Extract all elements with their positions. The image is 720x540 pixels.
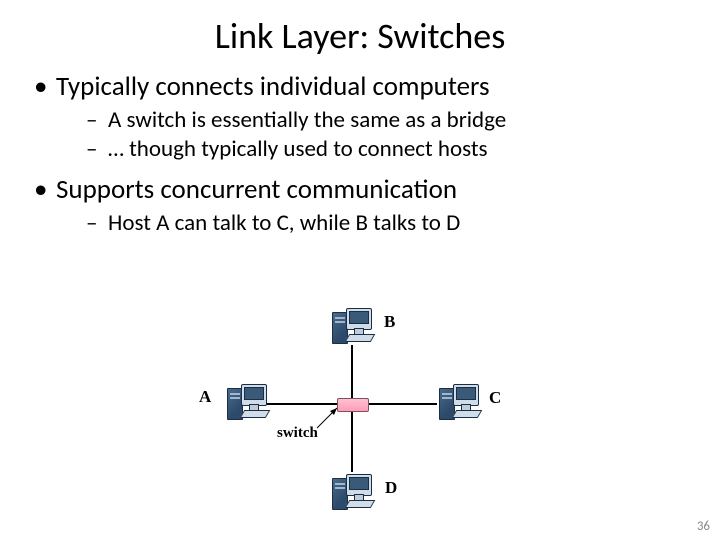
bullet-1-subs: A switch is essentially the same as a br… bbox=[56, 106, 700, 164]
host-a-label: A bbox=[199, 387, 211, 407]
bullet-1-sub-2: … though typically used to connect hosts bbox=[86, 135, 700, 164]
network-diagram: A B C D switch bbox=[165, 300, 545, 520]
switch-arrow bbox=[315, 402, 343, 430]
edge-b-switch bbox=[351, 345, 353, 398]
bullet-1: Typically connects individual computers … bbox=[32, 70, 700, 163]
bullet-1-sub-1: A switch is essentially the same as a br… bbox=[86, 106, 700, 135]
edge-switch-d bbox=[351, 410, 353, 472]
host-c-label: C bbox=[489, 388, 501, 408]
page-number: 36 bbox=[697, 519, 710, 534]
bullet-2-subs: Host A can talk to C, while B talks to D bbox=[56, 209, 700, 238]
bullet-2-sub-1: Host A can talk to C, while B talks to D bbox=[86, 209, 700, 238]
bullet-1-text: Typically connects individual computers bbox=[56, 70, 490, 103]
bullet-list: Typically connects individual computers … bbox=[20, 70, 700, 238]
host-d-icon bbox=[330, 472, 372, 512]
bullet-2: Supports concurrent communication Host A… bbox=[32, 173, 700, 238]
host-d-label: D bbox=[385, 478, 397, 498]
edge-switch-c bbox=[367, 403, 437, 405]
bullet-2-text: Supports concurrent communication bbox=[56, 173, 457, 206]
slide-content: Typically connects individual computers … bbox=[0, 58, 720, 238]
host-c-icon bbox=[437, 382, 479, 422]
switch-label: switch bbox=[277, 425, 318, 442]
host-a-icon bbox=[225, 382, 267, 422]
slide-title: Link Layer: Switches bbox=[0, 0, 720, 58]
host-b-label: B bbox=[384, 312, 395, 332]
slide: Link Layer: Switches Typically connects … bbox=[0, 0, 720, 540]
host-b-icon bbox=[330, 306, 372, 346]
